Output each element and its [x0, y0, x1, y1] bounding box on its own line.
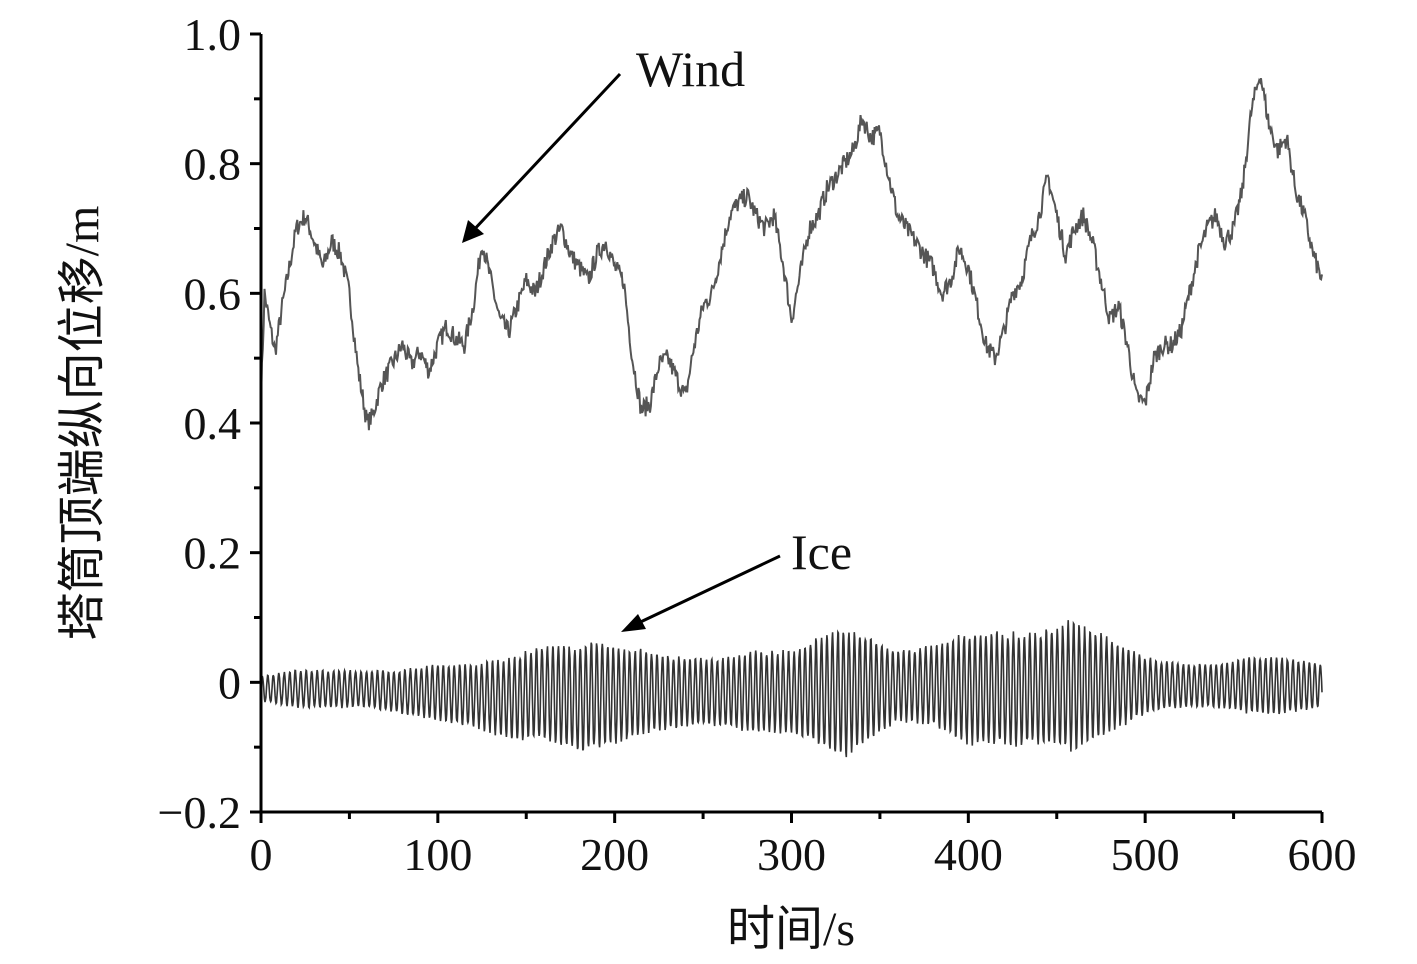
- x-tick-label: 200: [580, 829, 649, 880]
- y-tick-label: 0: [218, 657, 241, 708]
- ice-arrowhead: [621, 614, 646, 632]
- y-axis-title: 塔筒顶端纵向位移/m: [56, 206, 109, 641]
- ice-annotation-label: Ice: [791, 524, 852, 580]
- series-line-ice: [260, 620, 1323, 758]
- wind-arrow-shaft: [468, 72, 622, 236]
- wind-annotation-label: Wind: [636, 41, 745, 97]
- ticks: [250, 32, 1324, 823]
- plot-lines: [260, 77, 1323, 758]
- y-tick-label: −0.2: [158, 787, 241, 838]
- x-tick-label: 500: [1111, 829, 1180, 880]
- y-tick-label: 0.6: [184, 268, 242, 319]
- x-tick-label: 300: [757, 829, 826, 880]
- y-tick-label: 1.0: [184, 9, 242, 60]
- x-tick-label: 600: [1288, 829, 1357, 880]
- series-line-wind: [260, 77, 1323, 431]
- y-tick-label: 0.2: [184, 528, 242, 579]
- x-tick-label: 400: [934, 829, 1003, 880]
- x-axis-title: 时间/s: [727, 903, 855, 956]
- y-tick-label: 0.8: [184, 139, 242, 190]
- x-tick-label: 100: [403, 829, 472, 880]
- wind-arrowhead: [462, 220, 484, 243]
- ice-arrow-shaft: [631, 554, 781, 628]
- tick-labels: 0 100 200 300 400 500 600−0.200.20.40.60.81.0: [158, 9, 1357, 880]
- x-tick-label: 0: [250, 829, 273, 880]
- y-tick-label: 0.4: [184, 398, 242, 449]
- annotations: Wind Ice: [462, 41, 852, 632]
